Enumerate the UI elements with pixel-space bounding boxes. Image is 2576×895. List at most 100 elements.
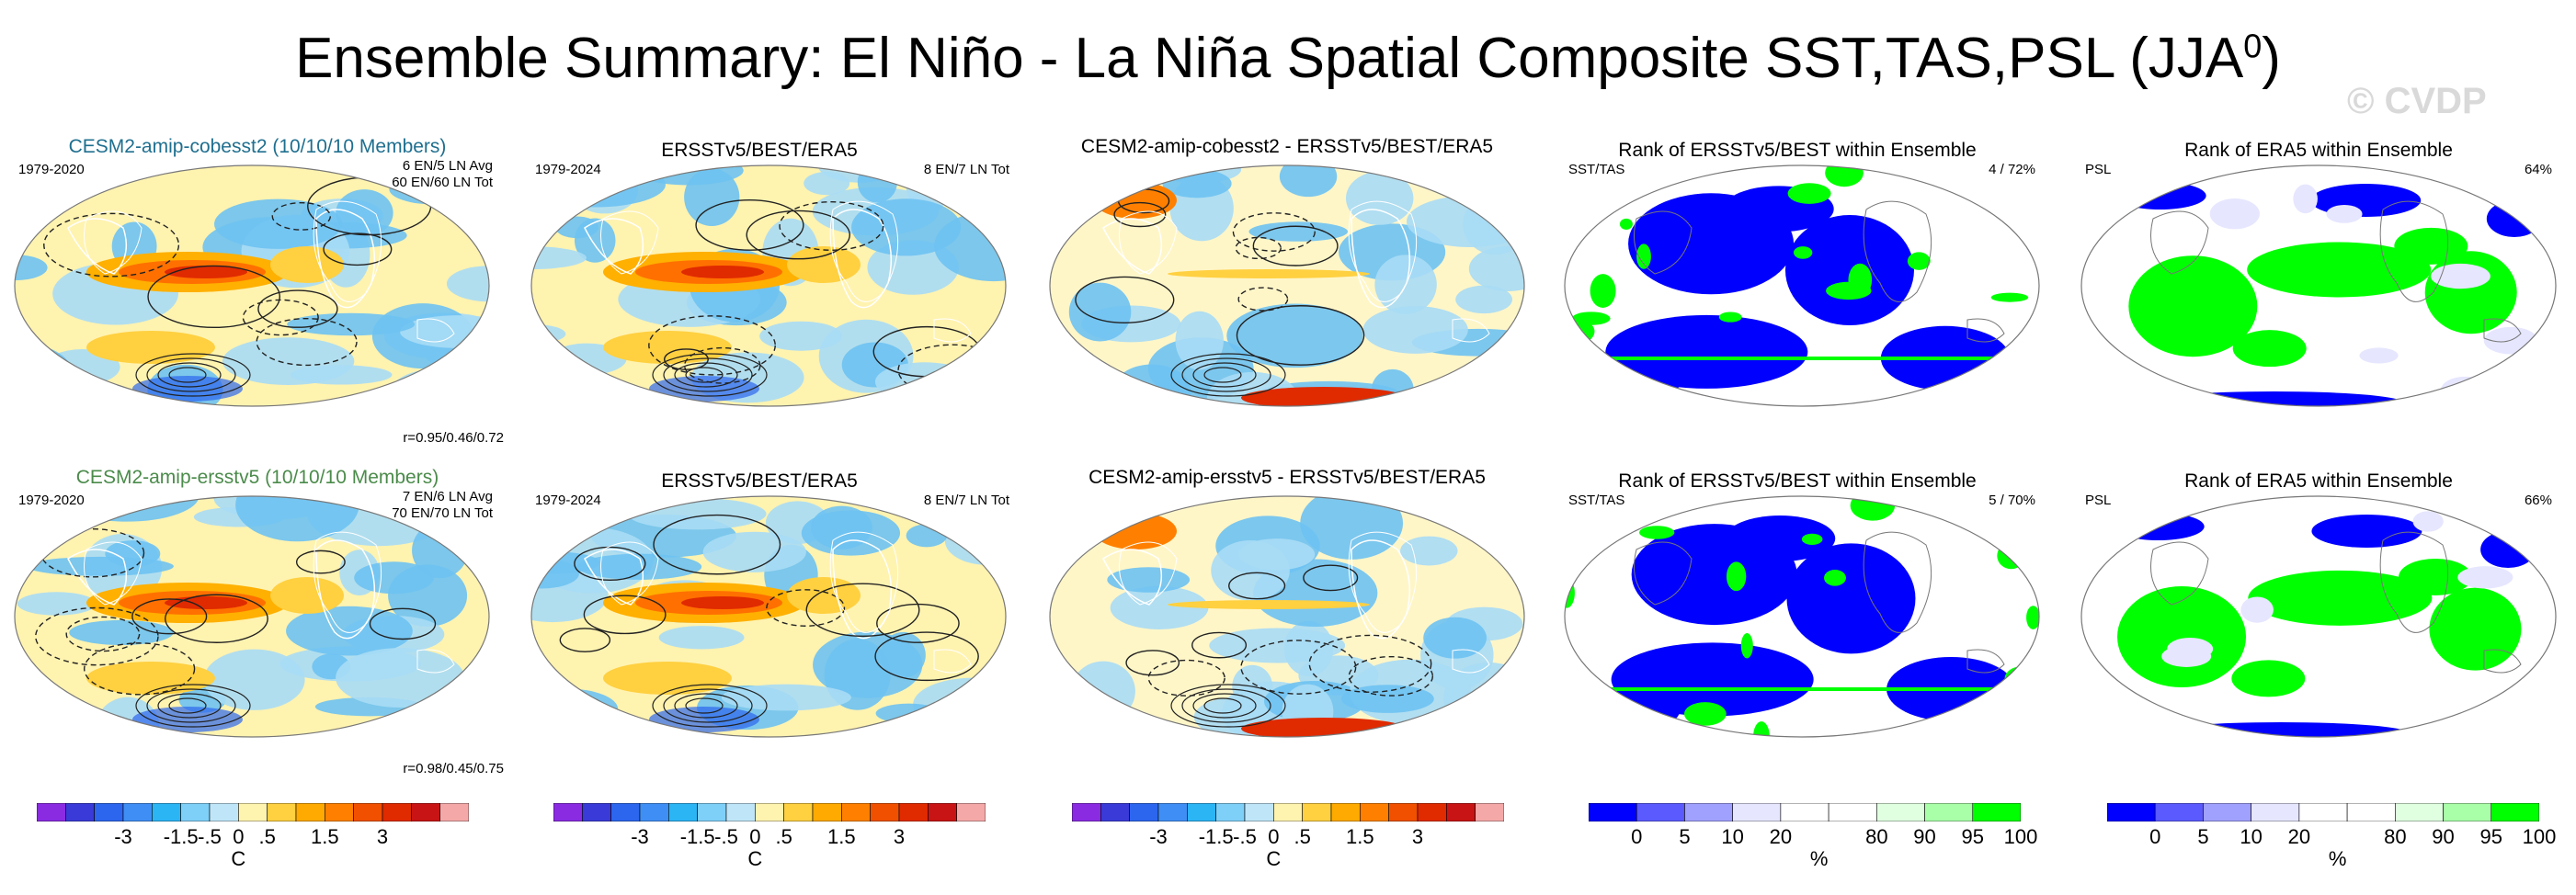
colorbar-swatch <box>553 803 583 821</box>
difference-map-cobesst2 <box>1049 164 1525 407</box>
panel-title-difference: CESM2-amip-ersstv5 - ERSSTv5/BEST/ERA5 <box>1089 467 1486 488</box>
colorbar-unit: % <box>2328 847 2347 870</box>
colorbar-swatch <box>755 803 784 821</box>
panel-title-obs: ERSSTv5/BEST/ERA5 <box>661 470 858 492</box>
colorbar-swatch <box>325 803 354 821</box>
colorbar-swatch <box>668 803 698 821</box>
colorbar-anomaly <box>37 803 469 821</box>
colorbar-swatch <box>1187 803 1216 821</box>
panel-rank-pct: 5 / 70% <box>1989 493 2035 508</box>
panel-variable: SST/TAS <box>1568 162 1625 177</box>
colorbar-swatch <box>1780 803 1829 821</box>
colorbar-tick-label: -.5 <box>1233 825 1257 848</box>
colorbar-tick-label: 80 <box>2384 825 2407 848</box>
colorbar-tick-label: 3 <box>1411 825 1424 848</box>
colorbar-tick-label: 10 <box>2240 825 2263 848</box>
colorbar-swatch <box>1684 803 1733 821</box>
colorbar-swatch <box>382 803 412 821</box>
colorbar-swatch <box>928 803 957 821</box>
colorbar-tick-label: -3 <box>114 825 132 848</box>
colorbar-tick-label: 5 <box>2197 825 2209 848</box>
colorbar-swatch <box>725 803 756 821</box>
colorbar-unit: % <box>1809 847 1829 870</box>
panel-rank-pct: 66% <box>2524 493 2552 508</box>
colorbar-swatch <box>1589 803 1637 821</box>
colorbar-swatch <box>411 803 440 821</box>
rank-map-sst-tas <box>1564 495 2040 738</box>
colorbar-swatch <box>37 803 66 821</box>
colorbar-tick-label: -.5 <box>198 825 222 848</box>
panel-variable: PSL <box>2085 493 2112 508</box>
colorbar-swatch <box>1244 803 1274 821</box>
panel-period: 1979-2024 <box>535 493 601 508</box>
colorbar-swatch <box>1446 803 1476 821</box>
colorbar-swatch <box>267 803 297 821</box>
panel-rank-pct: 4 / 72% <box>1989 162 2035 177</box>
colorbar-swatch <box>180 803 211 821</box>
panel-period: 1979-2024 <box>535 162 601 177</box>
colorbar-tick-label: 10 <box>1721 825 1744 848</box>
colorbar-tick-label: 90 <box>2432 825 2455 848</box>
panel-period: 1979-2020 <box>18 493 85 508</box>
colorbar-tick-label: 5 <box>1679 825 1691 848</box>
rank-map-sst-tas <box>1564 164 2040 407</box>
panel-period: 1979-2020 <box>18 162 85 177</box>
panel-rank-pct: 64% <box>2524 162 2552 177</box>
panel-title-difference: CESM2-amip-cobesst2 - ERSSTv5/BEST/ERA5 <box>1080 136 1494 157</box>
colorbar-swatch <box>2203 803 2251 821</box>
colorbar-anomaly <box>553 803 986 821</box>
colorbar-swatch <box>295 803 325 821</box>
colorbar-swatch <box>898 803 929 821</box>
anomaly-map-obs <box>530 495 1007 738</box>
colorbar-tick-label: 1.5 <box>827 825 856 848</box>
colorbar-swatch <box>2395 803 2444 821</box>
colorbar-swatch <box>94 803 124 821</box>
panel-event-tot: 8 EN/7 LN Tot <box>923 493 1009 508</box>
colorbar-tick-label: 0 <box>2149 825 2161 848</box>
colorbar-tick-label: 0 <box>233 825 245 848</box>
page-title: Ensemble Summary: El Niño - La Niña Spat… <box>295 27 2281 90</box>
panel-title-rank-psl: Rank of ERA5 within Ensemble <box>2184 470 2453 492</box>
colorbar-swatch <box>2251 803 2300 821</box>
colorbar-swatch <box>1475 803 1504 821</box>
colorbar-swatch <box>956 803 986 821</box>
colorbar-swatch <box>697 803 727 821</box>
panel-title-obs: ERSSTv5/BEST/ERA5 <box>661 140 858 161</box>
colorbar-swatch <box>2491 803 2539 821</box>
colorbar-swatch <box>152 803 181 821</box>
colorbar-swatch <box>1330 803 1361 821</box>
panel-variable: SST/TAS <box>1568 493 1625 508</box>
colorbar-swatch <box>1972 803 2021 821</box>
colorbar-tick-label: -3 <box>631 825 649 848</box>
anomaly-map-ersstv5 <box>14 495 490 738</box>
colorbar-tick-label: 3 <box>376 825 389 848</box>
colorbar-tick-label: 0 <box>749 825 761 848</box>
colorbar-tick-label: 0 <box>1268 825 1280 848</box>
panel-correlation: r=0.98/0.45/0.75 <box>403 761 504 776</box>
colorbar-tick-label: 1.5 <box>311 825 339 848</box>
anomaly-map-obs <box>530 164 1007 407</box>
colorbar-tick-label: 95 <box>2479 825 2503 848</box>
colorbar-swatch <box>439 803 469 821</box>
cvdp-watermark: © CVDP <box>2347 81 2487 121</box>
colorbar-swatch <box>1636 803 1685 821</box>
colorbar-swatch <box>582 803 611 821</box>
panel-variable: PSL <box>2085 162 2112 177</box>
colorbar-swatch <box>1876 803 1925 821</box>
colorbar-tick-label: 100 <box>2003 825 2038 848</box>
colorbar-tick-label: .5 <box>775 825 792 848</box>
anomaly-map-cobesst2 <box>14 164 490 407</box>
panel-correlation: r=0.95/0.46/0.72 <box>403 430 504 446</box>
colorbar-swatch <box>2298 803 2348 821</box>
panel-title-rank-sst: Rank of ERSSTv5/BEST within Ensemble <box>1618 470 1977 492</box>
rank-map-psl <box>2080 164 2557 407</box>
colorbar-tick-label: 95 <box>1961 825 1985 848</box>
colorbar-unit: C <box>1266 847 1282 870</box>
colorbar-tick-label: 20 <box>2287 825 2311 848</box>
colorbar-swatch <box>783 803 814 821</box>
colorbar-tick-label: 1.5 <box>1346 825 1374 848</box>
colorbar-unit: C <box>231 847 246 870</box>
colorbar-tick-label: 80 <box>1865 825 1888 848</box>
panel-event-tot: 70 EN/70 LN Tot <box>392 505 493 521</box>
colorbar-swatch <box>1388 803 1419 821</box>
